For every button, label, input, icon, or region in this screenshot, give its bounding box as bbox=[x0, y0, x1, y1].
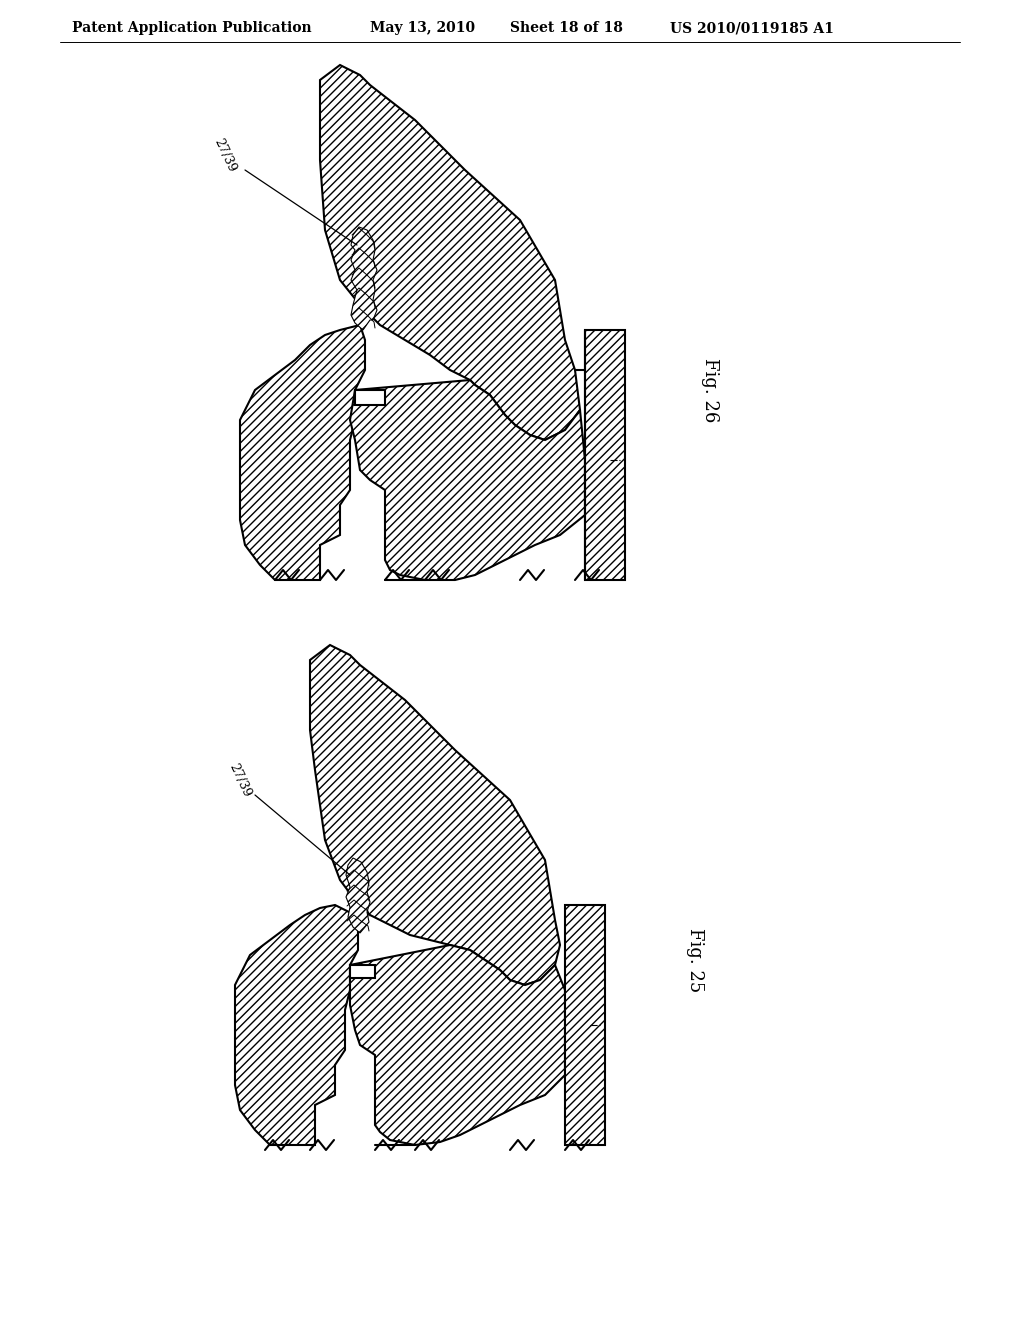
Polygon shape bbox=[346, 858, 370, 933]
Polygon shape bbox=[350, 380, 585, 579]
Text: Sheet 18 of 18: Sheet 18 of 18 bbox=[510, 21, 623, 36]
Text: 27/39: 27/39 bbox=[226, 762, 254, 799]
Polygon shape bbox=[350, 945, 565, 1144]
Polygon shape bbox=[234, 906, 358, 1144]
Polygon shape bbox=[319, 65, 580, 440]
Text: May 13, 2010: May 13, 2010 bbox=[370, 21, 475, 36]
Polygon shape bbox=[565, 906, 605, 1144]
Text: 27/39: 27/39 bbox=[212, 136, 239, 174]
Polygon shape bbox=[351, 227, 377, 330]
Polygon shape bbox=[350, 965, 375, 978]
Text: Patent Application Publication: Patent Application Publication bbox=[72, 21, 311, 36]
Text: US 2010/0119185 A1: US 2010/0119185 A1 bbox=[670, 21, 834, 36]
Polygon shape bbox=[355, 389, 385, 405]
Polygon shape bbox=[585, 330, 625, 579]
Polygon shape bbox=[240, 325, 365, 579]
Text: Fig. 25: Fig. 25 bbox=[686, 928, 705, 993]
Polygon shape bbox=[310, 645, 560, 985]
Text: Fig. 26: Fig. 26 bbox=[701, 358, 719, 422]
